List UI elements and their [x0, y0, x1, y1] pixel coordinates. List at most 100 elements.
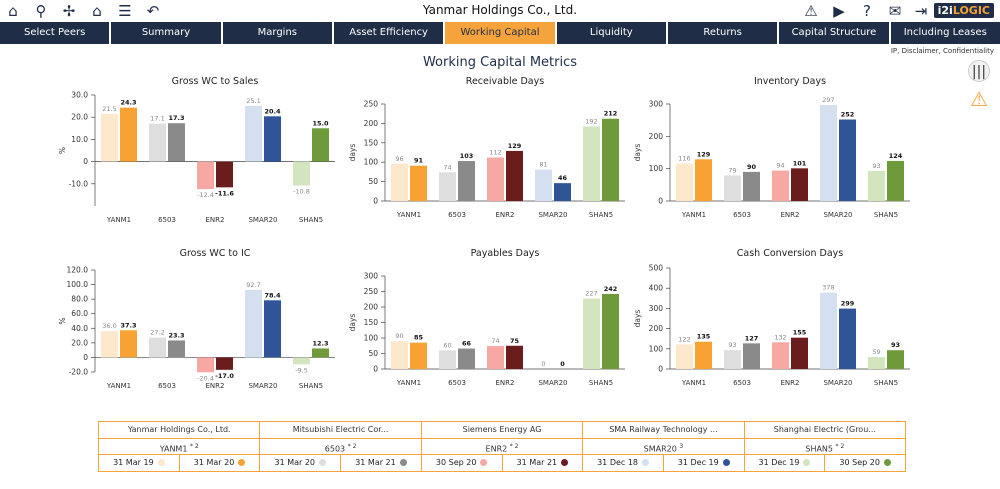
legend-date: 31 Dec 18	[583, 455, 664, 472]
bar	[197, 161, 214, 190]
bar	[391, 341, 408, 369]
category-label: ENR2	[496, 379, 515, 387]
data-label: 101	[793, 159, 807, 167]
y-tick-label: 100	[649, 164, 664, 173]
tab-capital-structure[interactable]: Capital Structure	[779, 22, 889, 44]
chart-toggle-icon[interactable]: |||	[968, 60, 990, 82]
tab-including-leases[interactable]: Including Leases	[890, 22, 1000, 44]
tab-working-capital[interactable]: Working Capital	[445, 22, 555, 44]
bar	[439, 172, 456, 201]
exit-icon[interactable]: ⇥	[914, 2, 928, 20]
y-tick-label: 500	[649, 264, 664, 273]
legend-date: 31 Mar 21	[503, 455, 583, 471]
bar	[868, 170, 885, 201]
search-icon[interactable]: ⚲	[35, 2, 47, 20]
data-label: 297	[822, 96, 834, 104]
category-label: SHAN5	[589, 211, 613, 219]
tab-liquidity[interactable]: Liquidity	[556, 22, 666, 44]
legend-color-dot	[399, 459, 407, 467]
bar	[487, 346, 504, 369]
undo-icon[interactable]: ↶	[146, 2, 160, 20]
legend-date-text: 30 Sep 20	[839, 458, 880, 468]
bar	[293, 357, 310, 365]
y-tick-label: -20.0	[69, 368, 89, 377]
legend-date-text: 31 Mar 21	[355, 458, 396, 468]
category-label: SMAR20	[823, 211, 852, 219]
data-label: 129	[508, 142, 522, 150]
legend-date-text: 31 Mar 19	[113, 458, 154, 468]
y-tick-label: 50	[368, 177, 378, 186]
legend-peer: Mitsubishi Electric Cor... 6503 * 2 31 Mar…	[260, 422, 422, 472]
bar	[410, 342, 427, 369]
legend-date-text: 31 Dec 19	[758, 458, 800, 468]
bar	[839, 308, 856, 369]
tab-returns[interactable]: Returns	[667, 22, 778, 44]
data-label: 112	[489, 149, 501, 157]
stack-icon[interactable]: ☰	[118, 2, 132, 20]
bar	[772, 170, 789, 201]
y-tick-label: 10.0	[71, 135, 88, 144]
tab-select-peers[interactable]: Select Peers	[0, 22, 110, 44]
charts-area: Gross WC to Sales% -10.0 0 10.0 20.0 30.0 21.5…	[58, 76, 910, 390]
legend-ticker-note: * 2	[835, 442, 845, 450]
data-label: 90	[747, 163, 757, 171]
data-label: 129	[697, 150, 711, 158]
legend-ticker-text: ENR2	[485, 444, 510, 454]
legend-date: 31 Mar 21	[341, 455, 421, 471]
peers-icon[interactable]: ⌂	[92, 2, 102, 20]
data-label: 252	[841, 111, 855, 119]
data-label: 74	[443, 163, 451, 171]
category-label: SHAN5	[299, 382, 323, 390]
tab-margins[interactable]: Margins	[222, 22, 332, 44]
bar	[487, 157, 504, 201]
bar	[458, 161, 475, 201]
data-label: 17.1	[150, 115, 164, 123]
data-label: 242	[604, 285, 618, 293]
data-label: 23.3	[168, 331, 184, 339]
y-tick-label: 80.0	[71, 295, 88, 304]
tab-summary[interactable]: Summary	[111, 22, 221, 44]
y-tick-label: 0	[658, 197, 663, 206]
y-tick-label: 200	[364, 303, 379, 312]
help-icon[interactable]: ?	[863, 2, 871, 20]
y-tick-label: 250	[364, 287, 379, 296]
legend-ticker-text: 6503	[324, 444, 348, 454]
legend-color-dot	[319, 459, 327, 467]
legend-date-text: 31 Mar 20	[193, 458, 235, 468]
data-label: 21.5	[102, 105, 116, 113]
data-label: 155	[793, 329, 807, 337]
peer-legend: Yanmar Holdings Co., Ltd. YANM1 * 2 31 Mar…	[98, 421, 906, 472]
warning-icon[interactable]: ⚠	[970, 87, 988, 111]
data-label: 93	[891, 341, 900, 349]
legend-ticker-note: * 2	[347, 442, 357, 450]
home-icon[interactable]: ⌂	[8, 2, 18, 20]
legend-peer: SMA Railway Technology ... SMAR20 3 31 Dec…	[583, 422, 745, 472]
video-icon[interactable]: ▶	[833, 2, 845, 20]
data-label: 15.0	[312, 119, 329, 127]
data-label: 75	[510, 337, 520, 345]
chart-title: Gross WC to Sales	[172, 76, 259, 87]
legend-ticker-text: SHAN5	[805, 444, 836, 454]
bar	[439, 350, 456, 369]
y-tick-label: 100	[364, 334, 379, 343]
y-tick-label: 50	[368, 349, 378, 358]
bar	[820, 104, 837, 201]
data-label: 81	[539, 161, 547, 169]
legend-ticker-note: * 2	[189, 442, 199, 450]
chat-icon[interactable]: ✉	[888, 2, 902, 20]
category-label: YANM1	[106, 382, 131, 390]
bar	[293, 161, 310, 186]
y-axis-label: days	[348, 314, 357, 332]
bar	[168, 340, 185, 358]
legend-ticker-note: 3	[679, 442, 684, 450]
y-tick-label: 150	[364, 318, 379, 327]
category-label: 6503	[733, 379, 751, 387]
y-axis-label: days	[633, 144, 642, 162]
legend-date: 31 Mar 19	[99, 455, 180, 472]
tab-asset-efficiency[interactable]: Asset Efficiency	[333, 22, 444, 44]
disclaimer-link[interactable]: IP, Disclaimer, Confidentiality	[890, 47, 994, 55]
bar	[791, 168, 808, 201]
windmill-icon[interactable]: ✢	[62, 2, 76, 20]
alert-icon[interactable]: ⚠	[804, 2, 818, 20]
y-axis-label: %	[58, 317, 67, 324]
